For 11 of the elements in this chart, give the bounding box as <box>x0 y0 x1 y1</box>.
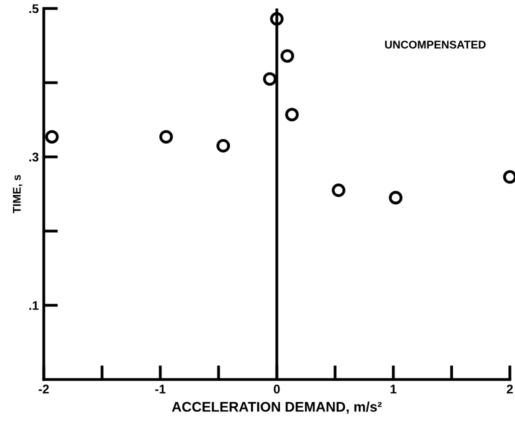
x-axis-title: ACCELERATION DEMAND, m/s² <box>172 402 382 414</box>
annotation: UNCOMPENSATED <box>385 40 486 49</box>
y-tick-label: .1 <box>29 301 39 310</box>
x-tick-label: 2 <box>506 384 513 394</box>
x-tick-label: 0 <box>274 384 280 394</box>
x-tick-label: -2 <box>38 384 49 394</box>
y-tick-label: .5 <box>29 4 39 14</box>
x-tick-label: 1 <box>390 384 396 394</box>
x-tick-label: -1 <box>155 384 166 394</box>
y-axis-title: TIME, s <box>12 174 22 214</box>
y-tick-label: .3 <box>29 152 38 162</box>
